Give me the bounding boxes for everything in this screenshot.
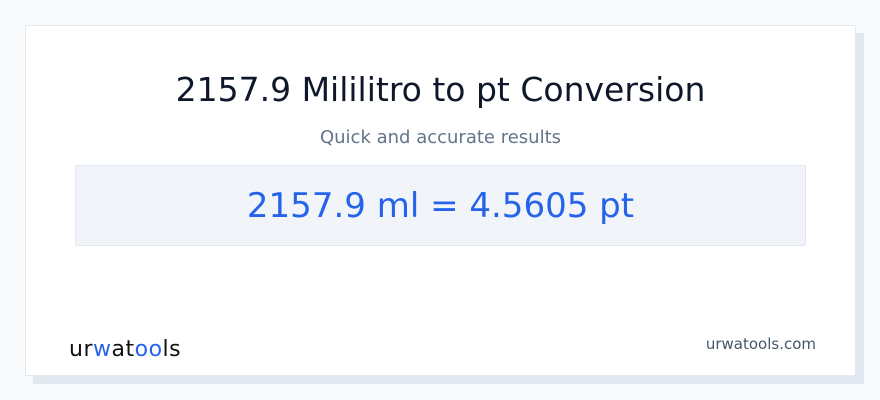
subtitle: Quick and accurate results (319, 127, 562, 148)
site-link[interactable]: urwatools.com (705, 335, 816, 353)
conversion-card: 2157.9 Mililitro to pt Conversion Quick … (25, 25, 856, 376)
logo-part: oo (134, 337, 163, 362)
logo-part: w (93, 337, 112, 362)
conversion-result: 2157.9 ml = 4.5605 pt (75, 165, 806, 246)
page-title: 2157.9 Mililitro to pt Conversion (175, 70, 706, 109)
urwatools-logo: urwatools (69, 337, 181, 362)
logo-part: ur (69, 337, 93, 362)
logo-part: ls (162, 337, 182, 362)
logo-part: at (111, 337, 135, 362)
